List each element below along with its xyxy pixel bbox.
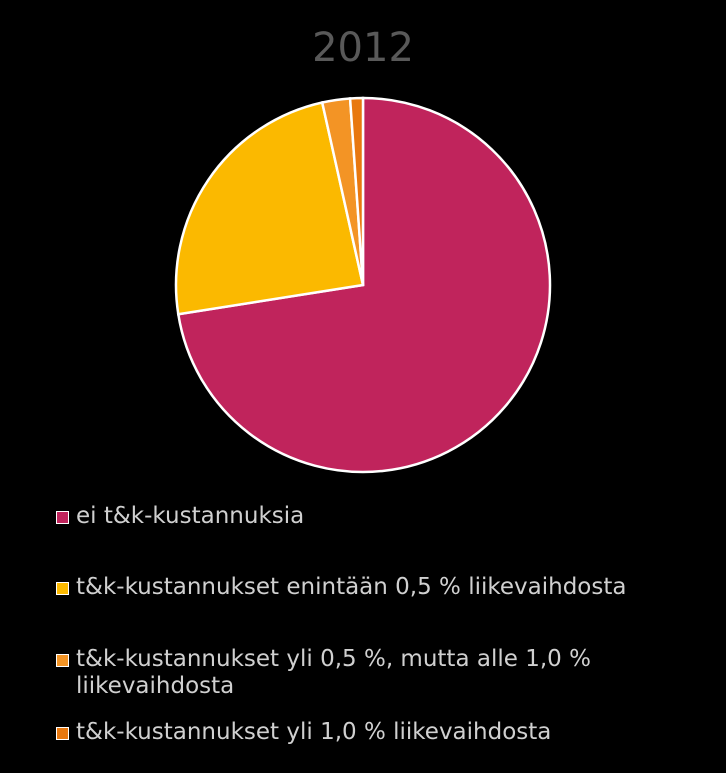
legend-swatch xyxy=(56,727,69,740)
legend-item: ei t&k-kustannuksia xyxy=(56,503,696,530)
legend-swatch xyxy=(56,582,69,595)
legend-label: ei t&k-kustannuksia xyxy=(76,503,305,529)
pie-slice xyxy=(174,101,365,316)
pie-area: 2012 xyxy=(174,25,552,474)
legend-label: t&k-kustannukset yli 0,5 %, mutta alle 1… xyxy=(76,646,591,699)
legend-item: t&k-kustannukset enintään 0,5 % liikevai… xyxy=(56,574,696,601)
legend-swatch xyxy=(56,654,69,667)
legend-item: t&k-kustannukset yli 1,0 % liikevaihdost… xyxy=(56,719,696,746)
legend-label: t&k-kustannukset yli 1,0 % liikevaihdost… xyxy=(76,719,552,745)
legend-item: t&k-kustannukset yli 0,5 %, mutta alle 1… xyxy=(56,646,696,700)
legend-swatch xyxy=(56,511,69,524)
chart-title: 2012 xyxy=(312,25,414,71)
legend-label: t&k-kustannukset enintään 0,5 % liikevai… xyxy=(76,574,627,600)
pie-slice xyxy=(348,96,365,286)
